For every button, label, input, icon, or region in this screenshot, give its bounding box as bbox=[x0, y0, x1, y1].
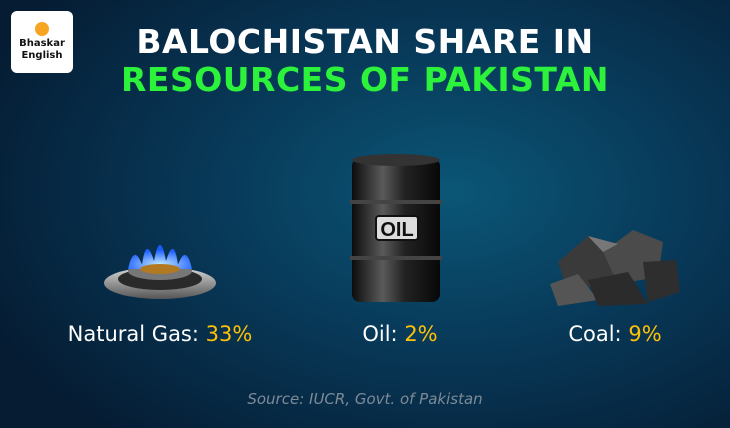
natural-gas-label: Natural Gas: 33% bbox=[40, 322, 280, 346]
resource-value: 33% bbox=[205, 322, 253, 346]
resource-value: 2% bbox=[404, 322, 438, 346]
source-note: Source: IUCR, Govt. of Pakistan bbox=[247, 390, 483, 408]
coal-icon bbox=[550, 230, 680, 306]
gas-burner-icon bbox=[104, 245, 216, 299]
title-line2: RESOURCES OF PAKISTAN bbox=[120, 60, 609, 99]
logo-line1: Bhaskar bbox=[19, 38, 65, 49]
resource-name: Coal: bbox=[568, 322, 622, 346]
oil-label: Oil: 2% bbox=[280, 322, 520, 346]
resource-name: Oil: bbox=[362, 322, 398, 346]
barrel-label: OIL bbox=[380, 219, 413, 241]
oil-barrel-icon: OIL bbox=[350, 154, 442, 302]
coal-label: Coal: 9% bbox=[495, 322, 730, 346]
logo-line2: English bbox=[21, 50, 63, 61]
resource-value: 9% bbox=[628, 322, 662, 346]
resource-name: Natural Gas: bbox=[67, 322, 199, 346]
bhaskar-english-logo: Bhaskar English bbox=[11, 11, 73, 73]
title-line1: BALOCHISTAN SHARE IN bbox=[136, 22, 594, 61]
logo-dot bbox=[35, 22, 49, 36]
